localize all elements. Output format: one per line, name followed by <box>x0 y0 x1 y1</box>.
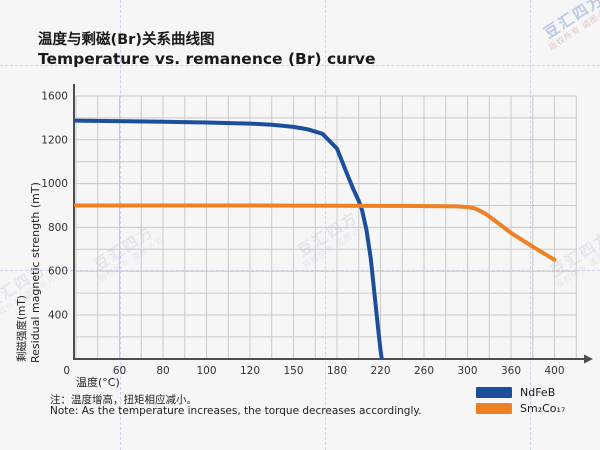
curve-sm2co17 <box>74 203 557 262</box>
legend: NdFeB Sm₂Co₁₇ <box>476 384 565 416</box>
y-tick-label: 400 <box>48 310 68 322</box>
chart-title-en: Temperature vs. remanence (Br) curve <box>38 50 376 68</box>
x-tick-label: 100 <box>196 365 216 377</box>
chart-title-zh: 温度与剩磁(Br)关系曲线图 <box>38 32 215 48</box>
x-tick-label: 360 <box>501 365 521 377</box>
y-tick-label: 1600 <box>41 91 68 103</box>
x-tick-label: 220 <box>370 365 390 377</box>
legend-label-ndfeb: NdFeB <box>520 385 556 399</box>
legend-swatch-ndfeb <box>476 386 512 398</box>
x-tick-label: 150 <box>283 365 303 377</box>
y-tick-label: 1000 <box>41 178 68 190</box>
x-tick-label: 300 <box>457 365 477 377</box>
y-tick-label: 800 <box>48 222 68 234</box>
note-zh: 注：温度增高，扭矩相应减小。 <box>50 394 197 406</box>
legend-swatch-sm2co17 <box>476 402 512 414</box>
x-tick-label: 80 <box>156 365 169 377</box>
x-tick-label: 120 <box>240 365 260 377</box>
legend-item-sm2co17: Sm₂Co₁₇ <box>476 400 565 416</box>
y-tick-label: 600 <box>48 266 68 278</box>
x-tick-label: 180 <box>327 365 347 377</box>
note-en: Note: As the temperature increases, the … <box>50 405 422 417</box>
origin-tick-label: 0 <box>63 365 70 377</box>
x-axis-arrow-icon <box>584 354 593 364</box>
curve-ndfeb <box>74 118 384 360</box>
x-axis-label: 温度(°C) <box>76 376 120 389</box>
x-tick-label: 60 <box>113 365 126 377</box>
y-tick-label: 1200 <box>41 134 68 146</box>
legend-item-ndfeb: NdFeB <box>476 384 565 400</box>
x-tick-label: 260 <box>414 365 434 377</box>
legend-label-sm2co17: Sm₂Co₁₇ <box>520 401 566 415</box>
x-tick-label: 400 <box>544 365 564 377</box>
